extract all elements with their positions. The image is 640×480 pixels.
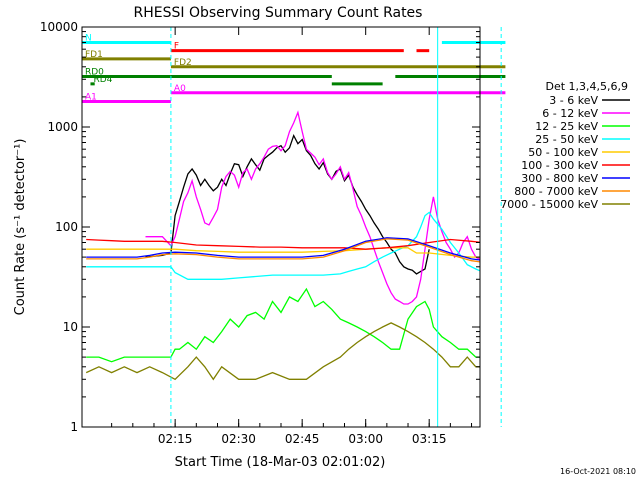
legend-label-5: 100 - 300 keV	[521, 159, 598, 172]
legend-label-8: 7000 - 15000 keV	[500, 198, 598, 211]
x-tick-label-1: 02:30	[221, 432, 256, 446]
legend-label-4: 50 - 100 keV	[528, 146, 598, 159]
series-line-1	[145, 110, 480, 305]
state-bar-label-3: FD2	[174, 58, 192, 68]
state-bar-label-2: FD1	[85, 50, 103, 60]
y-tick-label-4: 10000	[40, 20, 78, 34]
y-tick-label-0: 1	[70, 420, 78, 434]
x-tick-label-3: 03:00	[348, 432, 383, 446]
y-tick-label-3: 1000	[47, 120, 78, 134]
state-bar-label-5: RD4	[93, 75, 112, 85]
x-tick-label-0: 02:15	[158, 432, 193, 446]
x-tick-label-2: 02:45	[285, 432, 320, 446]
legend-label-6: 300 - 800 keV	[521, 172, 598, 185]
y-tick-label-1: 10	[63, 320, 78, 334]
series-layer	[85, 110, 480, 381]
series-line-2	[86, 287, 480, 363]
series-line-7	[86, 238, 480, 263]
series-line-6	[86, 237, 480, 261]
legend-label-3: 25 - 50 keV	[535, 133, 598, 146]
state-bar-label-0: N	[85, 33, 92, 43]
legend-label-0: 3 - 6 keV	[549, 94, 598, 107]
series-line-3	[86, 211, 480, 280]
series-line-5	[86, 238, 480, 250]
y-tick-label-2: 100	[55, 220, 78, 234]
state-bar-label-7: A1	[85, 92, 97, 102]
timestamp: 16-Oct-2021 08:10	[560, 467, 636, 476]
series-line-8	[85, 322, 480, 381]
y-axis-label: Count Rate (s⁻¹ detector⁻¹)	[13, 139, 28, 316]
legend-label-1: 6 - 12 keV	[542, 107, 598, 120]
legend-label-2: 12 - 25 keV	[535, 120, 598, 133]
x-tick-label-4: 03:15	[412, 432, 447, 446]
axis-layer: 02:15 02:30 02:45 03:00 03:15 1 10 100 1000 10000	[40, 20, 480, 446]
state-bar-label-6: A0	[174, 84, 186, 94]
x-axis-label: Start Time (18-Mar-03 02:01:02)	[175, 455, 386, 470]
series-line-4	[86, 247, 480, 258]
legend-label-7: 800 - 7000 keV	[514, 185, 598, 198]
chart-title: RHESSI Observing Summary Count Rates	[134, 5, 423, 21]
state-bar-label-4: RD0	[85, 67, 104, 77]
legend-title: Det 1,3,4,5,6,9	[545, 80, 628, 93]
state-bar-label-1: F	[174, 42, 179, 52]
